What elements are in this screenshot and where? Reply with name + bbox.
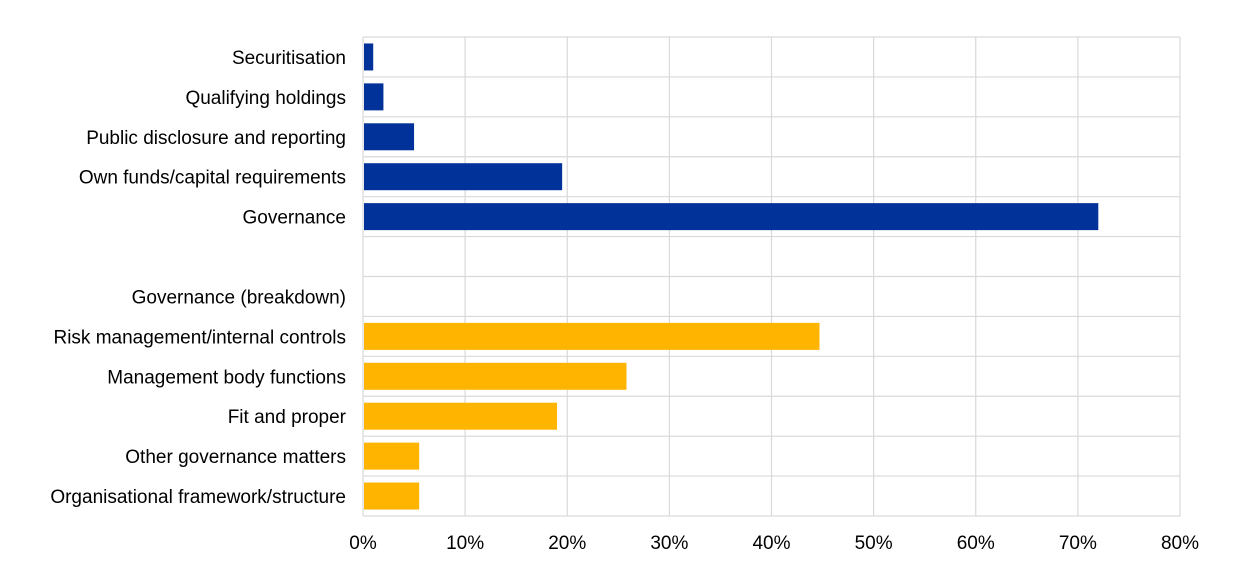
bar [364, 203, 1099, 231]
bar [364, 482, 420, 510]
x-tick-label: 40% [752, 533, 790, 554]
bar [364, 322, 820, 350]
bar [364, 362, 627, 390]
category-label: Public disclosure and reporting [86, 128, 346, 149]
category-label: Management body functions [107, 367, 346, 388]
bar [364, 43, 374, 71]
grid [362, 36, 1181, 517]
x-tick-label: 50% [855, 533, 893, 554]
x-tick-label: 20% [548, 533, 586, 554]
category-label: Risk management/internal controls [53, 327, 346, 348]
category-label: Governance (breakdown) [132, 287, 346, 308]
category-label: Own funds/capital requirements [79, 168, 346, 189]
x-tick-label: 70% [1059, 533, 1097, 554]
bar [364, 402, 558, 430]
x-tick-label: 30% [650, 533, 688, 554]
x-axis-tick-labels: 0% 10% 20% 30% 40% 50% 60% 70% 80% [349, 533, 1199, 554]
category-label: Securitisation [232, 48, 346, 69]
x-tick-label: 10% [446, 533, 484, 554]
bar [364, 123, 415, 151]
category-label: Governance [242, 208, 346, 229]
category-labels: Securitisation Qualifying holdings Public … [50, 48, 346, 508]
bar [364, 163, 563, 191]
x-tick-label: 60% [957, 533, 995, 554]
x-tick-label: 0% [349, 533, 377, 554]
bar [364, 442, 420, 470]
category-label: Qualifying holdings [185, 88, 346, 109]
category-label: Organisational framework/structure [50, 487, 346, 508]
bar [364, 83, 384, 111]
category-label: Fit and proper [228, 407, 347, 428]
x-tick-label: 80% [1161, 533, 1199, 554]
bars [364, 43, 1099, 510]
category-label: Other governance matters [125, 447, 346, 468]
